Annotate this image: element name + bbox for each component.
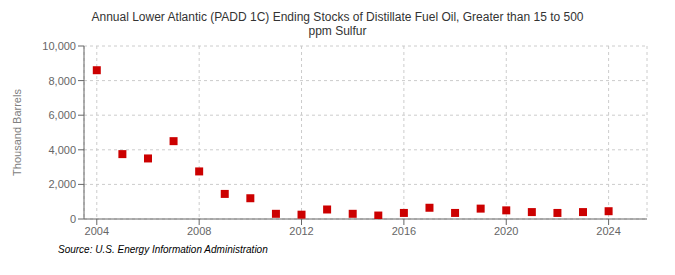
svg-text:2024: 2024 bbox=[596, 225, 620, 237]
html-text:Annual Lower Atlantic (PADD 1C: Annual Lower Atlantic (PADD 1C) Ending S… bbox=[91, 10, 584, 24]
svg-text:2020: 2020 bbox=[494, 225, 518, 237]
svg-text:4,000: 4,000 bbox=[48, 144, 76, 156]
svg-text:8,000: 8,000 bbox=[48, 75, 76, 87]
svg-text:0: 0 bbox=[70, 213, 76, 225]
html-text:Source: U.S. Energy Informatio: Source: U.S. Energy Information Administ… bbox=[58, 244, 268, 255]
svg-text:Thousand Barrels: Thousand Barrels bbox=[11, 89, 23, 176]
svg-text:2,000: 2,000 bbox=[48, 178, 76, 190]
svg-text:2008: 2008 bbox=[187, 225, 211, 237]
svg-text:2004: 2004 bbox=[85, 225, 109, 237]
svg-text:6,000: 6,000 bbox=[48, 109, 76, 121]
svg-text:2016: 2016 bbox=[392, 225, 416, 237]
html-text:ppm Sulfur: ppm Sulfur bbox=[308, 24, 367, 38]
svg-text:10,000: 10,000 bbox=[42, 40, 76, 52]
svg-text:2012: 2012 bbox=[289, 225, 313, 237]
